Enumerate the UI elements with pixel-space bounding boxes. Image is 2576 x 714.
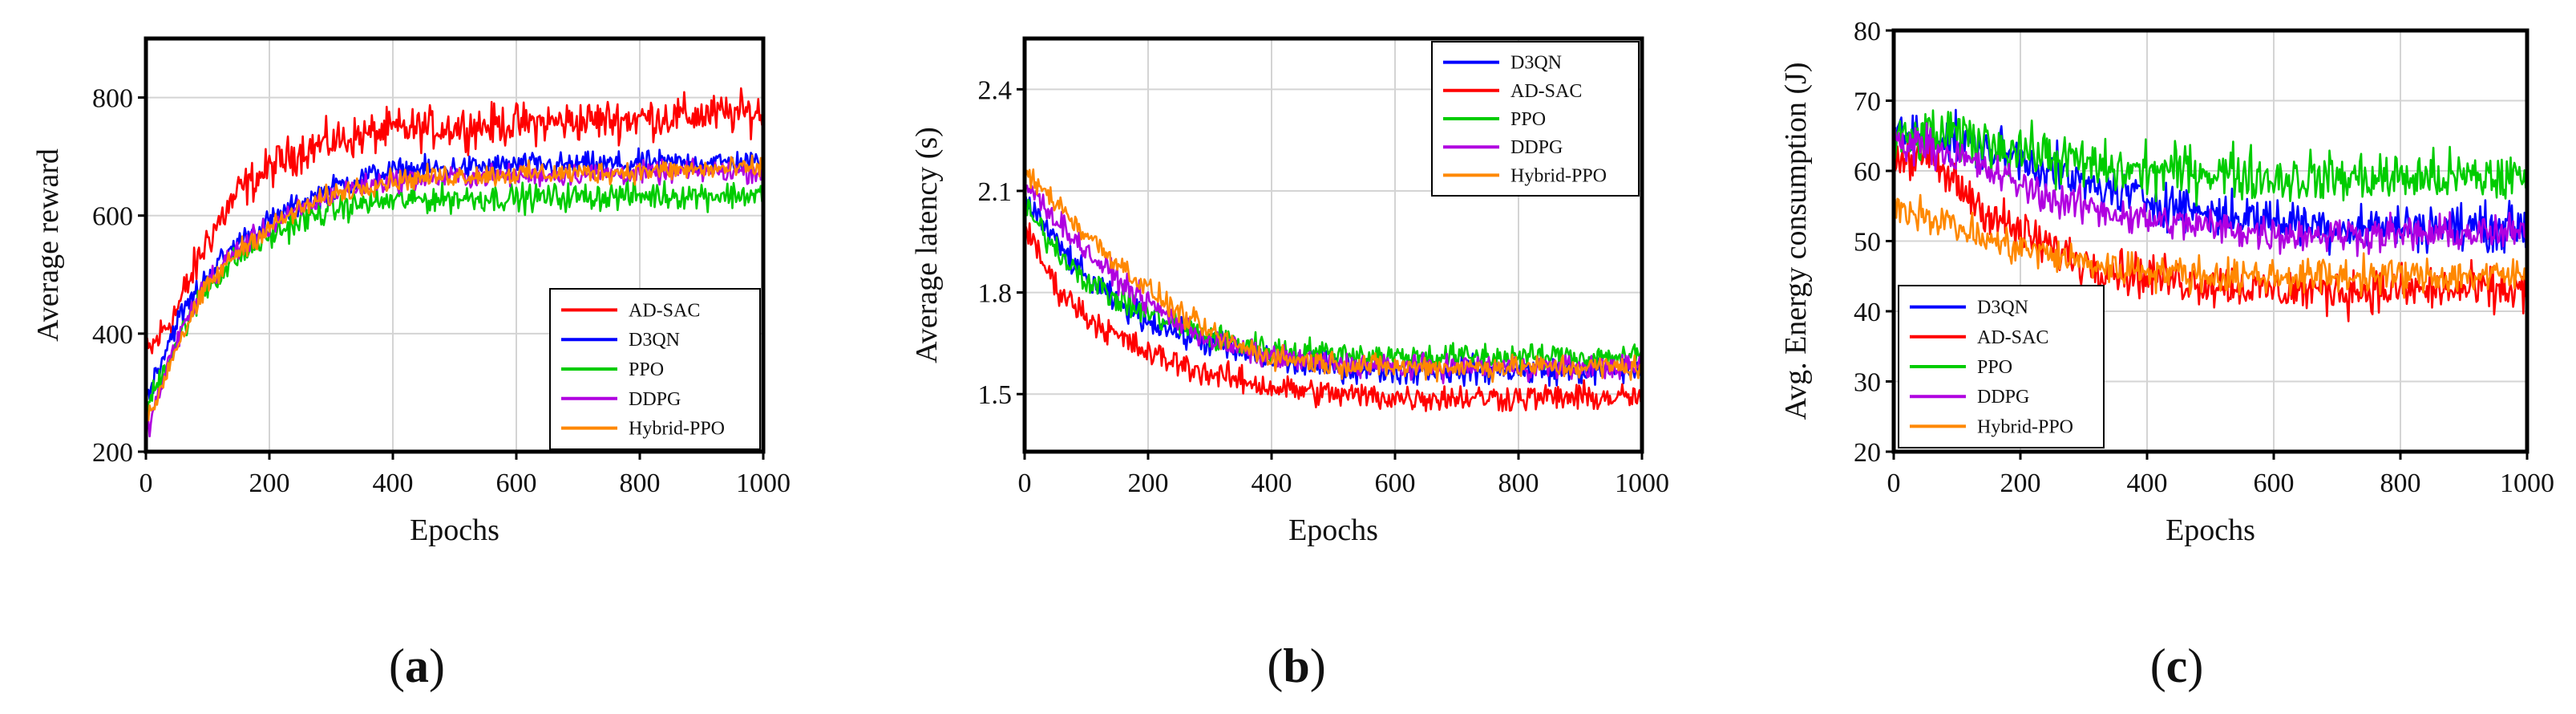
y-tick-label: 20 xyxy=(1854,438,1881,468)
chart-panel-b: 0 200 400 600 800 1000 1.5 1.8 2.1 2.4 Epochs Avera… xyxy=(910,36,1669,692)
legend-label: PPO xyxy=(629,359,664,380)
legend-label: D3QN xyxy=(1977,298,2028,318)
x-tick-label: 800 xyxy=(620,469,661,498)
series-line-ad-sac xyxy=(146,87,763,355)
legend-label: Hybrid-PPO xyxy=(629,419,725,440)
legend-label: DDPG xyxy=(1510,137,1563,158)
legend-label: DDPG xyxy=(1977,387,2029,408)
chart-panel-c: 0 200 400 600 800 1000 20 30 40 50 60 70 80 Epochs Avg… xyxy=(1779,17,2554,692)
x-tick-label: 600 xyxy=(2254,469,2295,498)
x-tick-label: 1000 xyxy=(2500,469,2554,498)
series-line-ppo xyxy=(146,177,763,417)
series-line-ad-sac xyxy=(1894,132,2527,323)
y-tick-label: 80 xyxy=(1854,17,1881,47)
x-tick-label: 400 xyxy=(1252,469,1292,498)
y-tick-label: 600 xyxy=(92,202,133,232)
x-tick-label: 800 xyxy=(1498,469,1539,498)
y-tick-label: 800 xyxy=(92,84,133,114)
y-tick-label: 70 xyxy=(1854,87,1881,117)
legend: AD-SAC D3QN PPO DDPG Hybrid-PPO xyxy=(549,288,761,450)
x-tick-label: 600 xyxy=(496,469,537,498)
plot-frame xyxy=(144,36,766,454)
x-axis-label: Epochs xyxy=(1288,513,1378,547)
x-tick-label: 800 xyxy=(2380,469,2421,498)
x-tick-label: 400 xyxy=(2127,469,2168,498)
x-tick-label: 200 xyxy=(249,469,290,498)
series-line-hybrid-ppo xyxy=(146,154,763,432)
x-tick-label: 600 xyxy=(1375,469,1416,498)
legend-label: AD-SAC xyxy=(1977,327,2048,348)
series-line-d3qn xyxy=(146,147,763,400)
legend-label: AD-SAC xyxy=(629,300,700,321)
legend-label: D3QN xyxy=(1510,53,1562,74)
y-tick-label: 200 xyxy=(92,438,133,468)
series-line-ddpg xyxy=(1894,122,2527,258)
plot-frame xyxy=(1022,36,1644,454)
x-tick-label: 400 xyxy=(373,469,414,498)
legend-label: Hybrid-PPO xyxy=(1510,165,1607,186)
panel-caption: (c) xyxy=(2150,639,2204,692)
y-tick-label: 400 xyxy=(92,320,133,350)
y-tick-label: 50 xyxy=(1854,228,1881,258)
y-tick-label: 30 xyxy=(1854,368,1881,398)
x-tick-label: 200 xyxy=(2000,469,2041,498)
y-axis-label: Average reward xyxy=(31,148,65,342)
legend-label: PPO xyxy=(1510,109,1546,130)
y-axis-label: Avg. Energy consumption (J) xyxy=(1779,62,1813,420)
x-axis-label: Epochs xyxy=(410,513,499,547)
x-tick-label: 200 xyxy=(1128,469,1169,498)
chart-panel-a: 0 200 400 600 800 1000200400600800EpochsAvera… xyxy=(31,36,791,692)
legend-label: PPO xyxy=(1977,357,2012,378)
x-tick-label: 0 xyxy=(1887,469,1901,498)
legend: D3QN AD-SAC PPO DDPG Hybrid-PPO xyxy=(1431,41,1640,197)
panel-caption: (a) xyxy=(389,639,445,692)
y-tick-label: 40 xyxy=(1854,298,1881,327)
panel-caption: (b) xyxy=(1267,639,1325,692)
y-tick-label: 1.8 xyxy=(978,279,1013,309)
x-tick-label: 1000 xyxy=(1615,469,1669,498)
legend-label: DDPG xyxy=(629,389,681,410)
y-tick-label: 2.4 xyxy=(978,75,1013,105)
y-tick-label: 60 xyxy=(1854,157,1881,187)
series-line-hybrid-ppo xyxy=(1894,193,2527,299)
y-tick-label: 2.1 xyxy=(978,177,1013,207)
x-tick-label: 0 xyxy=(1018,469,1032,498)
x-axis-label: Epochs xyxy=(2166,513,2255,547)
series-line-ad-sac xyxy=(1025,222,1642,412)
legend-label: D3QN xyxy=(629,330,680,351)
x-tick-label: 1000 xyxy=(736,469,791,498)
legend-label: AD-SAC xyxy=(1510,81,1582,102)
series-line-ppo xyxy=(1894,109,2527,207)
y-tick-label: 1.5 xyxy=(978,380,1013,410)
x-tick-label: 0 xyxy=(140,469,153,498)
legend: D3QN AD-SAC PPO DDPG Hybrid-PPO xyxy=(1898,285,2105,448)
legend-label: Hybrid-PPO xyxy=(1977,416,2073,437)
series-line-hybrid-ppo xyxy=(1025,168,1642,383)
y-axis-label: Average latency (s) xyxy=(910,127,944,363)
